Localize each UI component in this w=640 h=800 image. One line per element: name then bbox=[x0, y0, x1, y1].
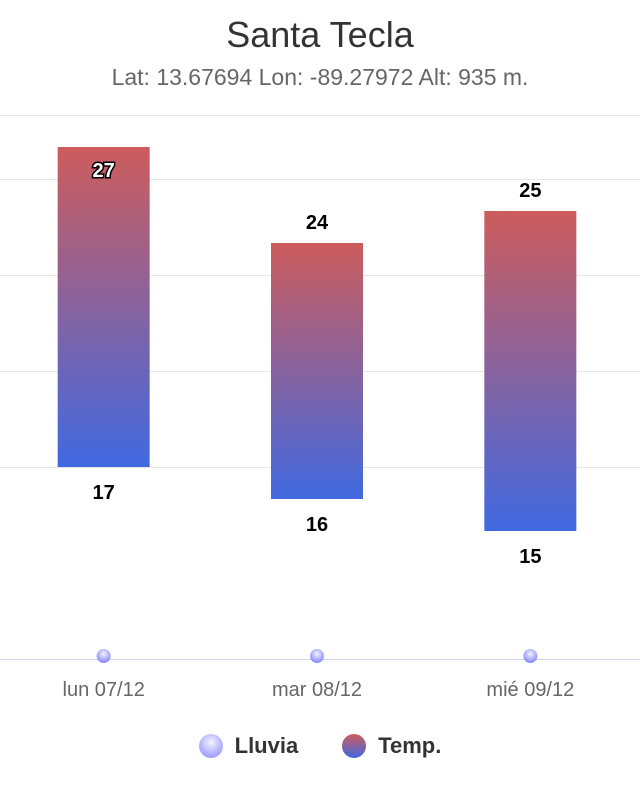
chart-subtitle: Lat: 13.67694 Lon: -89.27972 Alt: 935 m. bbox=[111, 64, 529, 90]
temp-range-bar bbox=[484, 211, 577, 531]
rain-point bbox=[523, 649, 538, 663]
low-temp-label: 15 bbox=[519, 546, 541, 568]
low-temp-label: 17 bbox=[93, 482, 115, 504]
temp-range-bar bbox=[57, 147, 150, 467]
legend-item-temp[interactable]: Temp. bbox=[342, 733, 441, 759]
high-temp-label: 25 bbox=[519, 180, 541, 202]
low-temp-label: 16 bbox=[306, 514, 328, 536]
legend-item-rain[interactable]: Lluvia bbox=[198, 733, 299, 759]
chart-plot-area: 27 17 lun 07/12 24 16 mar 08/12 25 15 mié 09/12 bbox=[0, 115, 640, 701]
x-tick-label: mar 08/12 bbox=[272, 679, 362, 701]
chart-title: Santa Tecla bbox=[226, 14, 414, 55]
legend-label-temp: Temp. bbox=[378, 733, 442, 758]
rain-point bbox=[96, 649, 111, 663]
chart-legend: Lluvia Temp. bbox=[0, 733, 640, 759]
legend-label-rain: Lluvia bbox=[234, 733, 299, 758]
high-temp-label: 27 bbox=[93, 160, 115, 182]
high-temp-label: 24 bbox=[306, 212, 329, 234]
x-tick-label: mié 09/12 bbox=[486, 679, 574, 701]
rain-point bbox=[310, 649, 324, 663]
temp-range-bar bbox=[271, 243, 363, 499]
temp-legend-marker bbox=[342, 734, 367, 758]
x-tick-label: lun 07/12 bbox=[63, 679, 145, 701]
rain-legend-marker bbox=[198, 734, 223, 758]
